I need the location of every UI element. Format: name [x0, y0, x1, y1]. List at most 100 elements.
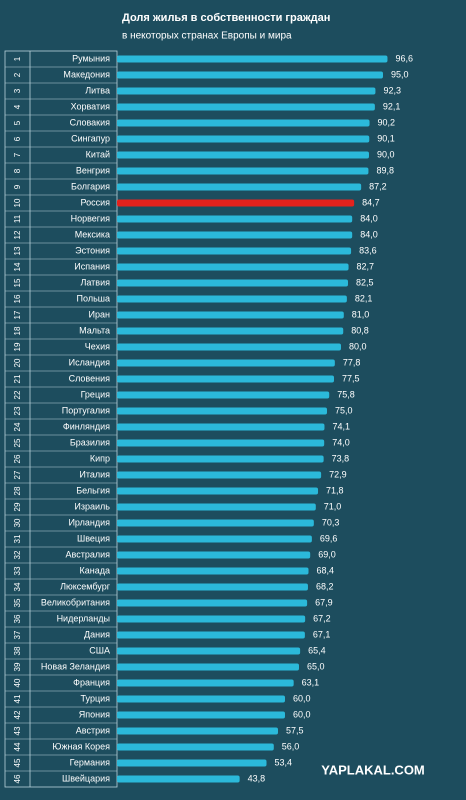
- rank-label: 34: [13, 582, 22, 591]
- bar: [117, 231, 353, 239]
- rank-label: 9: [13, 184, 22, 189]
- value-label: 65,4: [308, 645, 326, 655]
- rank-label: 38: [13, 646, 22, 655]
- value-label: 60,0: [293, 709, 311, 719]
- rank-label: 4: [13, 104, 22, 109]
- value-label: 67,1: [313, 629, 331, 639]
- rank-label: 23: [13, 406, 22, 415]
- bar: [117, 631, 305, 639]
- category-label: Китай: [86, 149, 110, 159]
- value-label: 92,3: [383, 85, 401, 95]
- bar: [117, 455, 324, 463]
- rank-label: 39: [13, 662, 22, 671]
- category-label: Болгария: [71, 181, 110, 191]
- value-label: 89,8: [376, 165, 394, 175]
- rank-label: 5: [13, 120, 22, 125]
- value-label: 71,0: [324, 501, 342, 511]
- category-label: Мальта: [79, 325, 110, 335]
- rank-label: 21: [13, 374, 22, 383]
- category-label: Южная Корея: [52, 741, 110, 751]
- value-label: 74,1: [332, 421, 350, 431]
- rank-label: 29: [13, 502, 22, 511]
- category-label: Дания: [84, 629, 110, 639]
- bar: [117, 135, 370, 143]
- value-label: 82,7: [357, 261, 375, 271]
- rank-label: 6: [13, 136, 22, 141]
- category-label: Швейцария: [62, 773, 110, 783]
- category-label: Италия: [79, 469, 110, 479]
- category-label: Новая Зеландия: [41, 661, 110, 671]
- rank-label: 13: [13, 246, 22, 255]
- bar: [117, 279, 348, 287]
- bar: [117, 599, 308, 607]
- rank-label: 30: [13, 518, 22, 527]
- rank-label: 2: [13, 72, 22, 77]
- bar: [117, 103, 375, 111]
- value-label: 87,2: [369, 181, 387, 191]
- rank-label: 33: [13, 566, 22, 575]
- category-label: Венгрия: [76, 165, 110, 175]
- bar: [117, 439, 325, 447]
- value-label: 80,0: [349, 341, 367, 351]
- value-label: 82,1: [355, 293, 373, 303]
- category-label: Япония: [79, 709, 110, 719]
- value-label: 77,8: [343, 357, 361, 367]
- value-label: 84,7: [362, 197, 380, 207]
- value-label: 84,0: [360, 213, 378, 223]
- bar: [117, 775, 240, 783]
- bar: [117, 519, 314, 527]
- chart-subtitle: в некоторых странах Европы и мира: [122, 31, 292, 42]
- value-label: 75,0: [335, 405, 353, 415]
- bar: [117, 551, 311, 559]
- category-label: Португалия: [62, 405, 110, 415]
- value-label: 68,4: [317, 565, 335, 575]
- category-label: Австрия: [76, 725, 110, 735]
- value-label: 75,8: [337, 389, 355, 399]
- category-label: Норвегия: [71, 213, 111, 223]
- category-label: Словакия: [70, 117, 111, 127]
- value-label: 82,5: [356, 277, 374, 287]
- bar: [117, 583, 308, 591]
- value-label: 72,9: [329, 469, 347, 479]
- rank-label: 28: [13, 486, 22, 495]
- rank-label: 26: [13, 454, 22, 463]
- rank-label: 19: [13, 342, 22, 351]
- bar: [117, 535, 312, 543]
- bar: [117, 503, 316, 511]
- value-label: 68,2: [316, 581, 334, 591]
- value-label: 83,6: [359, 245, 377, 255]
- rank-label: 20: [13, 358, 22, 367]
- category-label: Бразилия: [70, 437, 110, 447]
- bar: [117, 55, 388, 63]
- rank-label: 11: [13, 214, 22, 223]
- value-label: 69,0: [318, 549, 336, 559]
- value-label: 73,8: [332, 453, 350, 463]
- value-label: 63,1: [302, 677, 320, 687]
- rank-label: 43: [13, 726, 22, 735]
- rank-label: 27: [13, 470, 22, 479]
- bar: [117, 727, 278, 735]
- bar: [117, 743, 274, 751]
- category-label: Эстония: [75, 245, 110, 255]
- bar: [117, 471, 322, 479]
- category-label: Мексика: [75, 229, 110, 239]
- rank-label: 3: [13, 88, 22, 93]
- bar: [117, 391, 330, 399]
- value-label: 81,0: [352, 309, 370, 319]
- value-label: 69,6: [320, 533, 338, 543]
- category-label: Люксембург: [60, 581, 111, 591]
- category-label: Хорватия: [71, 101, 111, 111]
- bar: [117, 359, 335, 367]
- category-label: Канада: [80, 565, 110, 575]
- category-label: Германия: [70, 757, 110, 767]
- bar: [117, 759, 267, 767]
- bar: [117, 423, 325, 431]
- category-label: Нидерланды: [57, 613, 110, 623]
- value-label: 84,0: [360, 229, 378, 239]
- value-label: 90,2: [378, 117, 396, 127]
- category-label: Великобритания: [41, 597, 110, 607]
- bar: [117, 343, 341, 351]
- value-label: 56,0: [282, 741, 300, 751]
- rank-label: 45: [13, 758, 22, 767]
- rank-label: 41: [13, 694, 22, 703]
